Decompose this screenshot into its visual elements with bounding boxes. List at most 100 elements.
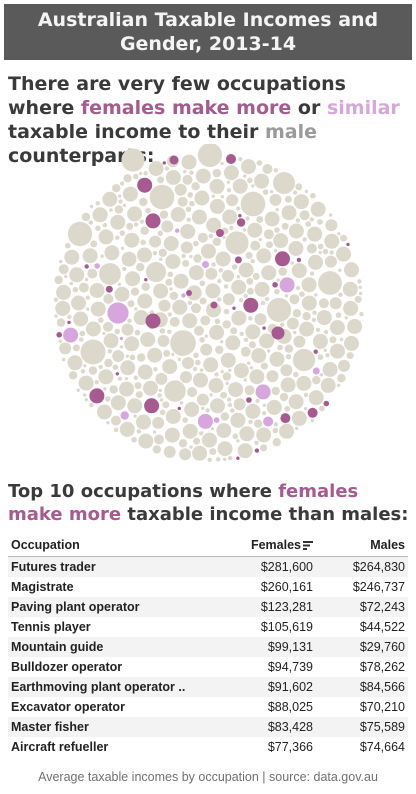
occupation-bubble[interactable] <box>267 349 271 353</box>
occupation-bubble[interactable] <box>209 325 225 340</box>
occupation-bubble[interactable] <box>233 398 246 411</box>
occupation-bubble[interactable] <box>177 357 181 362</box>
occupation-bubble[interactable] <box>54 275 63 285</box>
occupation-bubble[interactable] <box>310 192 316 199</box>
occupation-bubble[interactable] <box>114 328 121 335</box>
occupation-bubble[interactable] <box>242 228 247 232</box>
occupation-bubble[interactable] <box>165 170 181 185</box>
occupation-bubble[interactable] <box>313 349 318 354</box>
occupation-bubble[interactable] <box>228 368 232 372</box>
occupation-bubble[interactable] <box>56 332 62 338</box>
occupation-bubble[interactable] <box>317 243 324 250</box>
header-males[interactable]: Males <box>316 534 408 557</box>
occupation-bubble[interactable] <box>90 240 98 248</box>
occupation-bubble[interactable] <box>124 232 140 248</box>
occupation-bubble[interactable] <box>262 403 267 407</box>
occupation-bubble[interactable] <box>158 248 167 257</box>
occupation-bubble[interactable] <box>144 398 160 414</box>
occupation-bubble[interactable] <box>85 321 101 337</box>
occupation-bubble[interactable] <box>266 399 282 415</box>
occupation-bubble[interactable] <box>293 194 309 210</box>
occupation-bubble[interactable] <box>295 426 299 431</box>
occupation-bubble[interactable] <box>197 232 208 243</box>
occupation-bubble[interactable] <box>307 226 323 242</box>
occupation-bubble[interactable] <box>164 427 180 443</box>
occupation-bubble[interactable] <box>225 381 229 386</box>
occupation-bubble[interactable] <box>216 423 232 438</box>
occupation-bubble[interactable] <box>145 313 161 329</box>
occupation-bubble[interactable] <box>110 214 126 230</box>
occupation-bubble[interactable] <box>67 314 72 320</box>
occupation-bubble[interactable] <box>89 388 105 404</box>
occupation-bubble[interactable] <box>186 290 192 296</box>
occupation-bubble[interactable] <box>249 366 254 370</box>
occupation-bubble[interactable] <box>115 372 120 376</box>
occupation-bubble[interactable] <box>102 191 118 207</box>
occupation-bubble[interactable] <box>79 330 86 337</box>
occupation-bubble[interactable] <box>346 242 350 247</box>
occupation-bubble[interactable] <box>113 427 119 432</box>
occupation-bubble[interactable] <box>336 246 351 262</box>
occupation-bubble[interactable] <box>293 371 299 378</box>
occupation-bubble[interactable] <box>124 377 129 381</box>
occupation-bubble[interactable] <box>125 354 129 358</box>
occupation-bubble[interactable] <box>199 280 206 287</box>
occupation-bubble[interactable] <box>170 207 186 222</box>
occupation-bubble[interactable] <box>180 371 192 384</box>
occupation-bubble[interactable] <box>106 421 110 425</box>
occupation-bubble[interactable] <box>162 359 178 375</box>
occupation-bubble[interactable] <box>262 164 273 174</box>
occupation-bubble[interactable] <box>243 337 249 342</box>
occupation-bubble[interactable] <box>138 433 154 449</box>
occupation-bubble[interactable] <box>344 335 359 351</box>
occupation-bubble[interactable] <box>117 376 123 381</box>
occupation-bubble[interactable] <box>98 364 103 370</box>
occupation-bubble[interactable] <box>140 332 156 347</box>
occupation-bubble[interactable] <box>226 188 232 193</box>
occupation-bubble[interactable] <box>248 316 253 321</box>
occupation-bubble[interactable] <box>58 339 62 343</box>
occupation-bubble[interactable] <box>53 297 59 302</box>
occupation-bubble[interactable] <box>222 209 238 225</box>
occupation-bubble[interactable] <box>90 301 106 317</box>
occupation-bubble[interactable] <box>205 408 210 413</box>
occupation-bubble[interactable] <box>325 219 338 232</box>
occupation-bubble[interactable] <box>251 184 255 188</box>
header-females[interactable]: Females <box>230 534 316 557</box>
occupation-bubble[interactable] <box>126 222 134 230</box>
occupation-bubble[interactable] <box>133 173 139 180</box>
occupation-bubble[interactable] <box>220 412 229 421</box>
occupation-bubble[interactable] <box>275 251 290 267</box>
occupation-bubble[interactable] <box>317 354 324 360</box>
occupation-bubble[interactable] <box>159 328 166 334</box>
occupation-bubble[interactable] <box>124 336 140 352</box>
occupation-bubble[interactable] <box>338 359 350 372</box>
occupation-bubble[interactable] <box>325 353 330 358</box>
occupation-bubble[interactable] <box>308 254 323 270</box>
occupation-bubble[interactable] <box>261 265 277 281</box>
occupation-bubble[interactable] <box>307 407 318 418</box>
occupation-bubble[interactable] <box>337 383 341 387</box>
occupation-bubble[interactable] <box>95 201 100 206</box>
occupation-bubble[interactable] <box>261 411 267 416</box>
occupation-bubble[interactable] <box>278 267 287 276</box>
occupation-bubble[interactable] <box>69 267 85 283</box>
occupation-bubble[interactable] <box>67 320 71 325</box>
occupation-bubble[interactable] <box>88 220 94 225</box>
occupation-bubble[interactable] <box>137 353 146 362</box>
occupation-bubble[interactable] <box>279 423 295 439</box>
occupation-bubble[interactable] <box>159 210 169 219</box>
occupation-bubble[interactable] <box>138 171 143 176</box>
occupation-bubble[interactable] <box>324 233 340 249</box>
occupation-bubble[interactable] <box>159 257 163 261</box>
occupation-bubble[interactable] <box>254 281 270 297</box>
occupation-bubble[interactable] <box>295 183 303 191</box>
occupation-bubble[interactable] <box>339 337 344 342</box>
occupation-bubble[interactable] <box>280 377 296 393</box>
occupation-bubble[interactable] <box>193 372 208 388</box>
occupation-bubble[interactable] <box>209 178 225 194</box>
occupation-bubble[interactable] <box>209 393 213 397</box>
occupation-bubble[interactable] <box>197 413 213 429</box>
occupation-bubble[interactable] <box>250 259 255 264</box>
occupation-bubble[interactable] <box>245 324 261 340</box>
